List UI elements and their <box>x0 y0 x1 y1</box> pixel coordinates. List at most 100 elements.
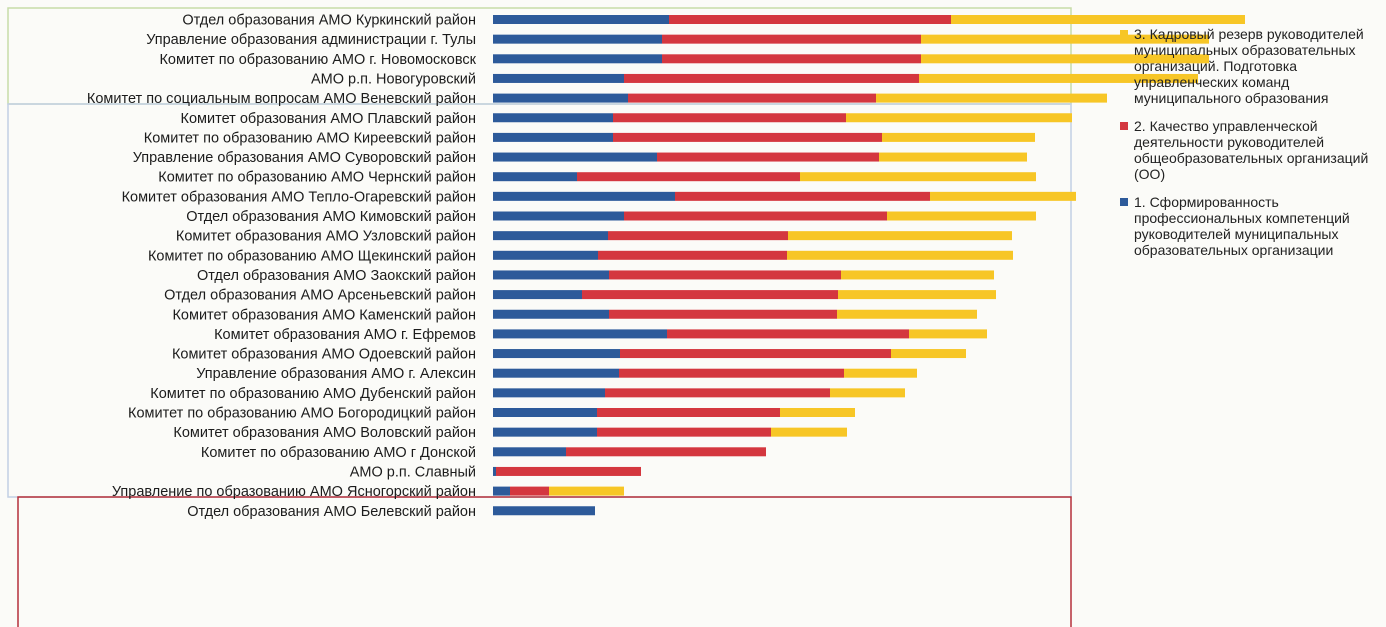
bar-segment-series3 <box>800 172 1036 182</box>
category-label: Комитет образования АМО Каменский район <box>172 307 476 323</box>
category-label: Комитет по образованию АМО Киреевский ра… <box>144 130 476 146</box>
bar-segment-series3 <box>838 290 996 300</box>
category-label: Комитет по образованию АМО Щекинский рай… <box>148 248 476 264</box>
bar-segment-series2 <box>667 329 909 339</box>
legend-label-series1: 1. Сформированность профессиональных ком… <box>1134 194 1350 258</box>
category-label: Управление по образованию АМО Ясногорски… <box>112 484 476 500</box>
bar-segment-series3 <box>887 211 1036 221</box>
bar-segment-series2 <box>624 211 887 221</box>
category-label: Комитет по образованию АМО Богородицкий … <box>128 406 476 422</box>
bar-segment-series3 <box>951 15 1245 24</box>
legend-swatch-yellow <box>1120 30 1128 38</box>
bar-segment-series2 <box>597 408 780 417</box>
bar-segment-series1 <box>493 368 619 378</box>
bar-segment-series3 <box>830 388 905 398</box>
bar-segment-series1 <box>493 270 609 280</box>
bar-segment-series3 <box>780 408 855 417</box>
bar-segment-series2 <box>657 152 879 162</box>
bar-segment-series1 <box>493 309 609 319</box>
category-label: Отдел образования АМО Кимовский район <box>186 209 476 225</box>
category-label: Комитет по социальным вопросам АМО Венев… <box>87 91 476 107</box>
category-label: Комитет образования АМО Тепло-Огаревский… <box>122 189 476 205</box>
category-label: Комитет по образованию АМО г Донской <box>201 445 476 461</box>
bar-segment-series3 <box>844 368 917 378</box>
bar-segment-series2 <box>620 349 891 359</box>
category-label: Комитет по образованию АМО Дубенский рай… <box>150 386 476 402</box>
bar-segment-series1 <box>493 427 597 437</box>
bar-segment-series3 <box>787 250 1013 260</box>
legend: 3. Кадровый резерв руководителей муницип… <box>1120 26 1382 270</box>
bar-segment-series1 <box>493 93 628 103</box>
bar-segment-series2 <box>609 309 837 319</box>
bar-segment-series2 <box>597 427 771 437</box>
bar-segment-series1 <box>493 54 662 64</box>
bar-segment-series2 <box>582 290 838 300</box>
bar-segment-series2 <box>662 54 921 64</box>
bar-segment-series1 <box>493 388 605 398</box>
bar-segment-series3 <box>788 231 1012 241</box>
bar-segment-series3 <box>846 113 1072 123</box>
bar-segment-series1 <box>493 172 577 182</box>
bar-segment-series2 <box>669 15 951 24</box>
category-label: Комитет образования АМО Воловский район <box>173 425 476 441</box>
legend-item-series1: 1. Сформированность профессиональных ком… <box>1120 194 1382 258</box>
bar-segment-series1 <box>493 113 613 123</box>
bar-segment-series3 <box>891 349 966 359</box>
bar-segment-series3 <box>921 54 1209 64</box>
category-labels: Отдел образования АМО Куркинский район Уп… <box>87 13 477 520</box>
bar-segment-series1 <box>493 506 595 516</box>
bar-segment-series3 <box>771 427 847 437</box>
category-label: Управление образования АМО г. Алексин <box>196 366 476 382</box>
bar-segment-series1 <box>493 231 608 241</box>
bar-segment-series2 <box>662 34 921 44</box>
bar-segment-series1 <box>493 466 496 476</box>
category-label: Отдел образования АМО Куркинский район <box>182 13 476 29</box>
bar-segment-series2 <box>609 270 841 280</box>
bar-segment-series2 <box>613 132 882 142</box>
bar-segment-series2 <box>605 388 830 398</box>
category-label: Комитет образования АМО Одоевский район <box>172 347 476 363</box>
legend-item-series2: 2. Качество управленческой деятельности … <box>1120 118 1382 182</box>
bar-segment-series1 <box>493 211 624 221</box>
bar-segment-series2 <box>598 250 787 260</box>
bar-segment-series2 <box>613 113 846 123</box>
legend-swatch-red <box>1120 122 1128 130</box>
legend-item-series3: 3. Кадровый резерв руководителей муницип… <box>1120 26 1382 106</box>
bar-segment-series1 <box>493 73 624 83</box>
category-label: Комитет по образованию АМО г. Новомосков… <box>159 52 476 68</box>
category-label: Комитет образования АМО Узловский район <box>176 229 476 245</box>
bar-segment-series1 <box>493 329 667 339</box>
bar-segment-series3 <box>841 270 994 280</box>
category-label: Управление образования АМО Суворовский р… <box>133 150 476 166</box>
bar-segment-series2 <box>577 172 800 182</box>
bar-segment-series2 <box>619 368 844 378</box>
category-label: Отдел образования АМО Арсеньевский район <box>164 288 476 304</box>
category-label: Комитет образования АМО Плавский район <box>181 111 476 127</box>
bar-segment-series3 <box>876 93 1107 103</box>
legend-label-series3: 3. Кадровый резерв руководителей муницип… <box>1134 26 1364 106</box>
bar-segment-series3 <box>921 34 1209 44</box>
bar-segment-series1 <box>493 290 582 300</box>
bar-segment-series2 <box>496 466 641 476</box>
bar-segment-series3 <box>930 191 1076 201</box>
category-label: Комитет образования АМО г. Ефремов <box>214 327 476 343</box>
bar-segment-series3 <box>879 152 1027 162</box>
bar-segment-series1 <box>493 250 598 260</box>
bar-segment-series3 <box>882 132 1035 142</box>
bar-segment-series3 <box>909 329 987 339</box>
bar-segment-series2 <box>566 447 766 457</box>
bar-segment-series3 <box>837 309 977 319</box>
category-label: АМО р.п. Новогуровский <box>311 71 476 87</box>
bar-segment-series1 <box>493 447 566 457</box>
bar-segment-series1 <box>493 408 597 417</box>
bar-segment-series2 <box>675 191 930 201</box>
bar-segment-series1 <box>493 132 613 142</box>
bars <box>493 15 1245 516</box>
bar-segment-series1 <box>493 152 657 162</box>
category-label: Отдел образования АМО Заокский район <box>197 268 476 284</box>
bar-segment-series2 <box>608 231 788 241</box>
bar-segment-series3 <box>549 486 624 496</box>
category-label: АМО р.п. Славный <box>350 464 476 480</box>
bar-segment-series2 <box>628 93 876 103</box>
